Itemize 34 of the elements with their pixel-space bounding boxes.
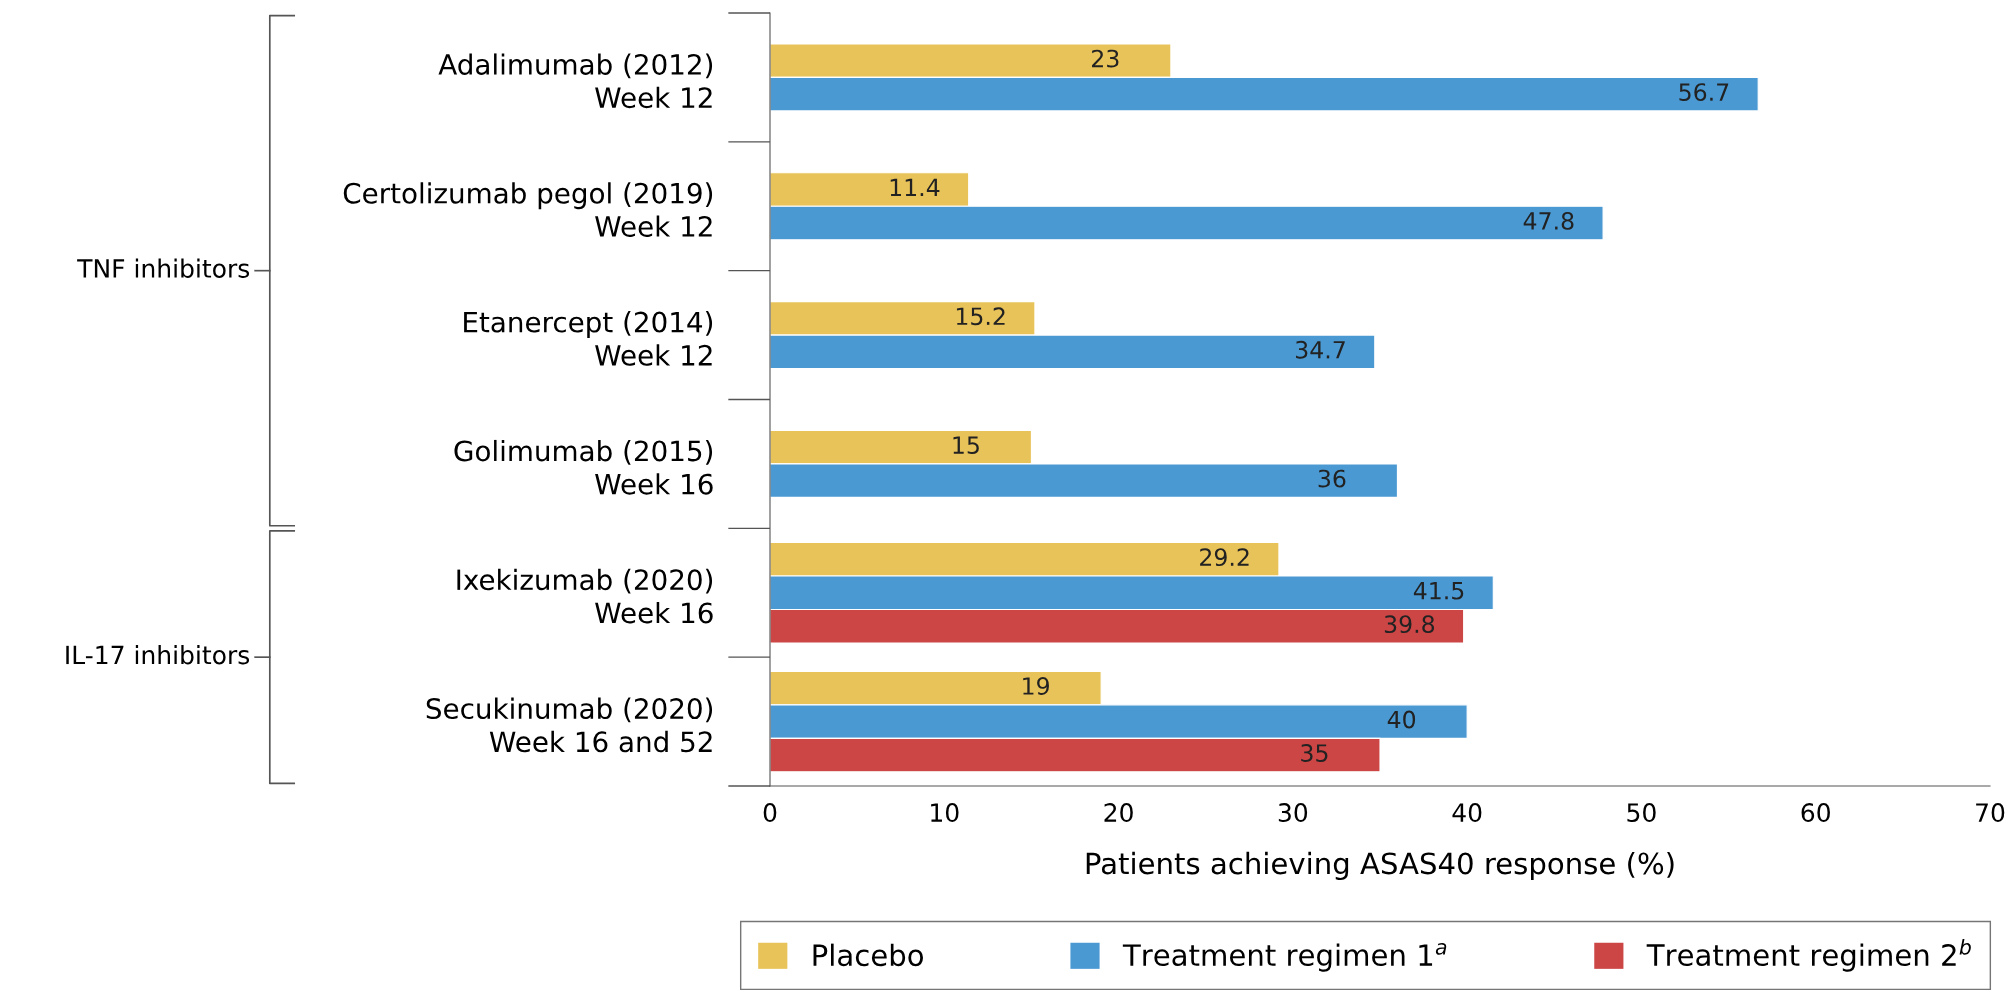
- y-tick-label: Etanercept (2014) Week 12: [464, 311, 713, 366]
- data-label: 39.8: [1384, 615, 1435, 634]
- x-tick-label: 10: [931, 803, 959, 823]
- data-label: 15: [953, 436, 979, 455]
- data-label: 36: [1318, 469, 1346, 488]
- data-label: 19: [1023, 677, 1049, 695]
- data-label: 11.4: [890, 178, 940, 197]
- y-tick-label: Adalimumab (2012) Week 12: [438, 53, 713, 109]
- legend-label: Treatment regimen 1$^{a}$: [1122, 943, 1447, 972]
- x-tick-label: 70: [1976, 803, 2005, 823]
- data-label: 35: [1301, 744, 1328, 762]
- data-label: 40: [1387, 710, 1416, 729]
- data-label: 15.2: [956, 307, 1005, 326]
- x-tick-label: 30: [1278, 803, 1308, 823]
- x-axis-title: Patients achieving ASAS40 response (%): [1086, 851, 1674, 881]
- y-tick-label: Certolizumab pegol (2019) Week 12: [343, 182, 713, 237]
- x-tick-label: 20: [1104, 803, 1133, 823]
- data-label: 34.7: [1296, 340, 1345, 359]
- data-label: 29.2: [1200, 548, 1249, 567]
- data-label: 23: [1092, 49, 1119, 68]
- y-tick-label: Ixekizumab (2020) Week 16: [457, 568, 713, 624]
- x-tick-label: 50: [1627, 803, 1656, 823]
- x-tick-label: 40: [1452, 803, 1482, 823]
- y-tick-label: Golimumab (2015) Week 16: [454, 439, 713, 495]
- legend-label: Placebo: [813, 943, 923, 967]
- text: IL-17 inhibitors: [66, 645, 250, 665]
- x-tick-label: 0: [763, 803, 777, 823]
- data-label: 56.7: [1679, 83, 1729, 102]
- data-label: 41.5: [1413, 582, 1464, 600]
- y-tick-label: Secukinumab (2020) Week 16 and 52: [426, 697, 713, 753]
- text: TNF inhibitors: [77, 258, 250, 278]
- x-tick-label: 60: [1801, 803, 1830, 823]
- data-label: 47.8: [1523, 211, 1574, 230]
- legend-label: Treatment regimen 2$^{b}$: [1646, 938, 1971, 972]
